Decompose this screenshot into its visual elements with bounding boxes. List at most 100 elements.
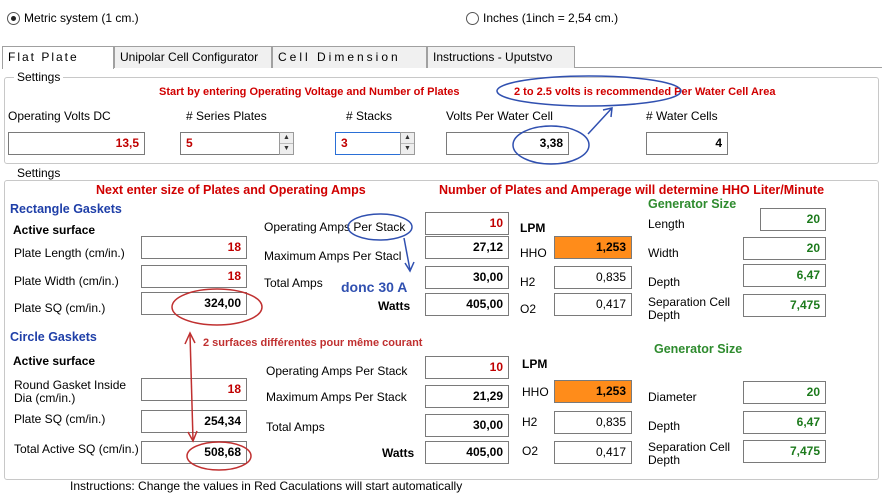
note-enter-size: Next enter size of Plates and Operating … (96, 183, 366, 197)
tab-cell-dimension[interactable]: Cell Dimension (272, 46, 427, 68)
inside-dia-input[interactable]: 18 (141, 378, 247, 401)
water-cells-value: 4 (646, 132, 728, 155)
note-volts-recommended: 2 to 2.5 volts is recommended Per Water … (514, 86, 776, 98)
settings-bottom-label: Settings (14, 166, 64, 180)
rect-max-amps-value: 27,12 (425, 236, 509, 259)
radio-selected-icon (7, 11, 20, 25)
series-plates-stepper[interactable]: ▲ ▼ (279, 132, 294, 155)
footer-instructions: Instructions: Change the values in Red C… (70, 479, 463, 493)
gen-sep-label: Separation Cell Depth (648, 295, 731, 322)
settings-top-label: Settings (14, 70, 64, 84)
circle-plate-sq-label: Plate SQ (cm/in.) (14, 412, 106, 426)
gen-width-label: Width (648, 246, 679, 260)
plate-length-input[interactable]: 18 (141, 236, 247, 259)
inches-label: Inches (1inch = 2,54 cm.) (483, 11, 619, 25)
circle-lpm-title: LPM (522, 357, 548, 371)
rect-o2-label: O2 (520, 302, 537, 316)
tab-unipolar[interactable]: Unipolar Cell Configurator (114, 46, 272, 68)
metric-radio[interactable]: Metric system (1 cm.) (7, 11, 139, 25)
volts-per-cell-label: Volts Per Water Cell (446, 109, 553, 123)
stacks-stepper[interactable]: ▲ ▼ (400, 132, 415, 155)
series-plates-label: # Series Plates (186, 109, 267, 123)
circle-h2-label: H2 (522, 415, 538, 429)
circle-watts-label: Watts (382, 446, 415, 460)
rect-watts-value: 405,00 (425, 293, 509, 316)
plate-width-input[interactable]: 18 (141, 265, 247, 288)
circle-max-amps-label: Maximum Amps Per Stack (266, 390, 407, 404)
circle-gen-sep-label: Separation Cell Depth (648, 440, 731, 467)
circle-hho-label: HHO (522, 385, 549, 399)
spin-down-icon[interactable]: ▼ (283, 145, 290, 152)
circle-gen-depth-value: 6,47 (743, 411, 826, 434)
rect-watts-label: Watts (378, 299, 411, 313)
operating-volts-input[interactable]: 13,5 (8, 132, 145, 155)
annotation-current: donc 30 A (341, 279, 408, 295)
settings-top-group (4, 77, 879, 164)
plate-width-label: Plate Width (cm/in.) (14, 274, 119, 288)
inside-dia-label: Round Gasket Inside Dia (cm/in.) (14, 378, 127, 405)
annotation-surfaces: 2 surfaces différentes pour même courant (203, 337, 423, 349)
circle-gen-depth-label: Depth (648, 419, 681, 433)
circle-max-amps-value: 21,29 (425, 385, 509, 408)
metric-label: Metric system (1 cm.) (24, 11, 139, 25)
rect-h2-label: H2 (520, 275, 536, 289)
gen-width-value: 20 (743, 237, 826, 260)
circle-total-amps-label: Total Amps (266, 420, 325, 434)
rect-operating-amps-label: Operating Amps Per Stack (264, 220, 406, 234)
note-start: Start by entering Operating Voltage and … (159, 86, 460, 98)
gen-depth-value: 6,47 (743, 264, 826, 287)
circle-h2-value: 0,835 (554, 411, 632, 434)
rect-hho-label: HHO (520, 246, 547, 260)
circle-o2-value: 0,417 (554, 441, 632, 464)
gen-diameter-value: 20 (743, 381, 826, 404)
note-lpm: Number of Plates and Amperage will deter… (439, 183, 825, 197)
circle-watts-value: 405,00 (425, 441, 509, 464)
tab-instructions[interactable]: Instructions - Uputstvo (427, 46, 575, 68)
rect-hho-value: 1,253 (554, 236, 632, 259)
circle-gaskets-title: Circle Gaskets (10, 330, 97, 344)
circle-active-surface: Active surface (13, 354, 96, 368)
radio-empty-icon (466, 11, 479, 25)
circle-total-amps-value: 30,00 (425, 414, 509, 437)
water-cells-label: # Water Cells (646, 109, 718, 123)
stacks-label: # Stacks (346, 109, 393, 123)
gen-length-value: 20 (760, 208, 826, 231)
circle-gen-sep-value: 7,475 (743, 440, 826, 463)
plate-sq-label: Plate SQ (cm/in.) (14, 301, 106, 315)
rect-o2-value: 0,417 (554, 293, 632, 316)
volts-per-cell-value: 3,38 (446, 132, 569, 155)
stacks-input[interactable]: 3 (335, 132, 401, 155)
circle-operating-amps-input[interactable]: 10 (425, 356, 509, 379)
rect-total-amps-label: Total Amps (264, 276, 323, 290)
spin-up-icon[interactable]: ▲ (280, 133, 293, 144)
series-plates-input[interactable]: 5 (180, 132, 280, 155)
gen-diameter-label: Diameter (648, 390, 697, 404)
tab-flat-plate[interactable]: Flat Plate (2, 46, 114, 69)
total-active-value: 508,68 (141, 441, 247, 464)
rect-h2-value: 0,835 (554, 266, 632, 289)
circle-hho-value: 1,253 (554, 380, 632, 403)
spin-up-icon[interactable]: ▲ (401, 133, 414, 144)
rect-max-amps-label: Maximum Amps Per Stacl (264, 249, 402, 263)
total-active-label: Total Active SQ (cm/in.) (14, 442, 139, 456)
gen-sep-value: 7,475 (743, 294, 826, 317)
gen-depth-label: Depth (648, 275, 681, 289)
circle-generator-title: Generator Size (654, 342, 743, 356)
rect-total-amps-value: 30,00 (425, 266, 509, 289)
gen-length-label: Length (648, 217, 685, 231)
rect-lpm-title: LPM (520, 221, 546, 235)
rect-operating-amps-input[interactable]: 10 (425, 212, 509, 235)
plate-length-label: Plate Length (cm/in.) (14, 246, 125, 260)
spin-down-icon[interactable]: ▼ (404, 145, 411, 152)
plate-sq-value: 324,00 (141, 292, 247, 315)
settings-bottom-group (4, 180, 879, 480)
inches-radio[interactable]: Inches (1inch = 2,54 cm.) (466, 11, 618, 25)
circle-operating-amps-label: Operating Amps Per Stack (266, 364, 408, 378)
circle-plate-sq-value: 254,34 (141, 410, 247, 433)
circle-o2-label: O2 (522, 444, 539, 458)
operating-volts-label: Operating Volts DC (8, 109, 111, 123)
tab-bar: Flat Plate Unipolar Cell Configurator Ce… (2, 46, 882, 69)
rect-gaskets-title: Rectangle Gaskets (10, 202, 122, 216)
rect-active-surface: Active surface (13, 223, 96, 237)
rect-generator-title: Generator Size (648, 197, 737, 211)
